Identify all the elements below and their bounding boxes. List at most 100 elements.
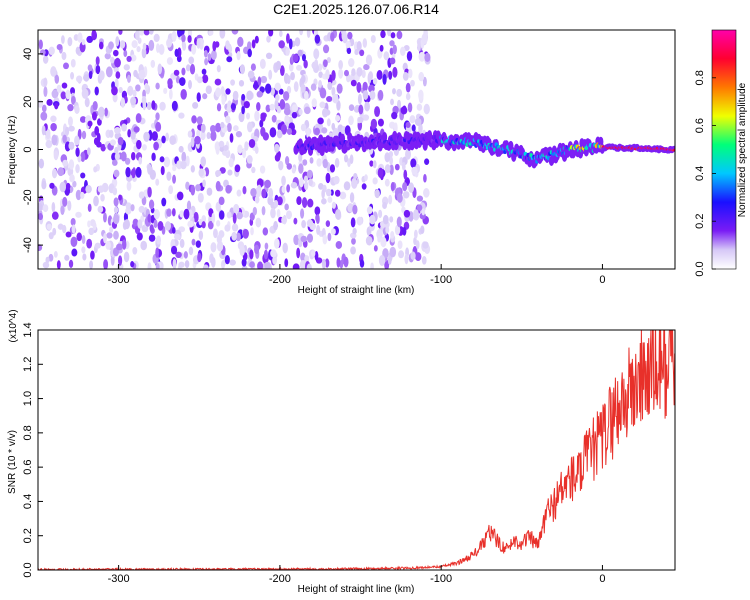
heatmap-noise-cell xyxy=(308,178,313,187)
heatmap-noise-cell xyxy=(41,125,46,136)
heatmap-noise-cell xyxy=(408,182,415,193)
heatmap-noise-cell xyxy=(368,71,374,81)
heatmap-noise-cell xyxy=(106,232,113,239)
heatmap-noise-cell xyxy=(281,216,288,225)
heatmap-noise-cell xyxy=(206,131,211,140)
heatmap-noise-cell xyxy=(54,74,60,84)
heatmap-noise-cell xyxy=(130,54,137,62)
heatmap-noise-cell xyxy=(126,181,132,191)
heatmap-noise-cell xyxy=(155,112,160,121)
heatmap-noise-cell xyxy=(357,93,362,105)
heatmap-noise-cell xyxy=(88,227,95,236)
heatmap-noise-cell xyxy=(167,78,173,87)
heatmap-noise-cell xyxy=(211,212,216,224)
heatmap-noise-cell xyxy=(335,114,341,122)
heatmap-noise-cell xyxy=(207,53,212,62)
heatmap-noise-cell xyxy=(335,240,343,249)
heatmap-noise-cell xyxy=(373,245,378,252)
heatmap-noise-cell xyxy=(82,253,87,261)
heatmap-noise-cell xyxy=(239,245,245,257)
heatmap-noise-cell xyxy=(190,136,195,148)
heatmap-noise-cell xyxy=(225,115,231,124)
spectrogram-y-tick-label: 40 xyxy=(22,48,34,60)
heatmap-noise-cell xyxy=(69,174,75,183)
heatmap-noise-cell xyxy=(390,98,394,106)
heatmap-noise-cell xyxy=(370,34,376,44)
heatmap-noise-cell xyxy=(114,57,121,68)
heatmap-noise-cell xyxy=(402,226,407,236)
heatmap-noise-cell xyxy=(94,125,100,136)
heatmap-noise-cell xyxy=(304,90,309,101)
heatmap-noise-cell xyxy=(110,255,115,266)
snr-x-tick-label: -200 xyxy=(269,573,291,585)
heatmap-noise-cell xyxy=(226,106,232,113)
heatmap-noise-cell xyxy=(96,132,101,143)
heatmap-noise-cell xyxy=(352,204,358,215)
heatmap-noise-cell xyxy=(133,126,140,133)
heatmap-noise-cell xyxy=(57,167,65,177)
heatmap-noise-cell xyxy=(341,30,347,42)
heatmap-noise-cell xyxy=(236,211,243,220)
heatmap-noise-cell xyxy=(186,200,192,212)
heatmap-noise-cell xyxy=(117,136,124,146)
snr-x-ticks: -300 -200 -100 0 xyxy=(108,565,605,585)
heatmap-noise-cell xyxy=(113,49,119,57)
heatmap-noise-cell xyxy=(149,169,156,180)
heatmap-noise-cell xyxy=(319,101,326,109)
heatmap-noise-cell xyxy=(96,118,102,126)
heatmap-noise-cell xyxy=(190,184,196,196)
heatmap-noise-cell xyxy=(220,121,225,129)
heatmap-noise-cell xyxy=(290,181,298,189)
heatmap-noise-cell xyxy=(215,180,221,192)
heatmap-noise-cell xyxy=(348,58,355,68)
heatmap-noise-cell xyxy=(257,76,262,86)
heatmap-noise-cell xyxy=(80,172,86,179)
heatmap-noise-cell xyxy=(65,89,71,100)
heatmap-noise-cell xyxy=(238,79,245,87)
heatmap-noise-cell xyxy=(142,42,147,51)
heatmap-noise-cell xyxy=(182,41,187,51)
heatmap-noise-cell xyxy=(196,76,203,84)
heatmap-noise-cell xyxy=(172,174,176,184)
heatmap-noise-cell xyxy=(344,69,349,77)
heatmap-noise-cell xyxy=(359,49,365,57)
heatmap-noise-cell xyxy=(94,86,99,96)
heatmap-noise-cell xyxy=(232,212,237,224)
heatmap-noise-cell xyxy=(276,196,283,206)
heatmap-noise-cell xyxy=(389,121,396,129)
heatmap-noise-cell xyxy=(187,220,194,228)
heatmap-noise-cell xyxy=(350,79,357,87)
heatmap-noise-cell xyxy=(416,195,424,202)
heatmap-noise-cell xyxy=(338,59,343,70)
heatmap-noise-cell xyxy=(280,124,287,135)
heatmap-noise-cell xyxy=(336,100,341,111)
heatmap-noise-cell xyxy=(241,258,247,267)
heatmap-noise-cell xyxy=(202,179,206,188)
heatmap-noise-cell xyxy=(181,67,186,76)
heatmap-noise-cell xyxy=(136,139,142,150)
heatmap-noise-cell xyxy=(166,171,172,181)
heatmap-noise-cell xyxy=(71,248,78,257)
heatmap-noise-cell xyxy=(377,167,384,179)
spectrogram-y-tick-label: 20 xyxy=(22,96,34,108)
heatmap-noise-cell xyxy=(215,169,222,177)
heatmap-noise-cell xyxy=(70,87,76,95)
heatmap-noise-cell xyxy=(268,188,274,199)
heatmap-noise-cell xyxy=(361,183,367,190)
heatmap-noise-cell xyxy=(249,261,255,268)
heatmap-noise-cell xyxy=(196,116,203,125)
heatmap-noise-cell xyxy=(119,40,126,49)
heatmap-noise-cell xyxy=(197,192,204,203)
heatmap-noise-cell xyxy=(175,75,180,84)
heatmap-noise-cell xyxy=(132,246,138,255)
heatmap-noise-cell xyxy=(377,118,384,127)
heatmap-noise-cell xyxy=(178,112,185,119)
heatmap-noise-cell xyxy=(215,87,222,98)
heatmap-noise-cell xyxy=(155,247,159,258)
heatmap-noise-cell xyxy=(351,68,356,77)
heatmap-noise-cell xyxy=(423,188,430,198)
heatmap-noise-cell xyxy=(124,157,131,165)
heatmap-noise-cell xyxy=(421,255,427,265)
heatmap-noise-cell xyxy=(185,64,191,72)
heatmap-noise-cell xyxy=(140,240,148,251)
